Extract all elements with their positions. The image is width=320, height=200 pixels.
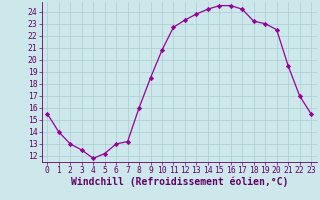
- X-axis label: Windchill (Refroidissement éolien,°C): Windchill (Refroidissement éolien,°C): [70, 177, 288, 187]
